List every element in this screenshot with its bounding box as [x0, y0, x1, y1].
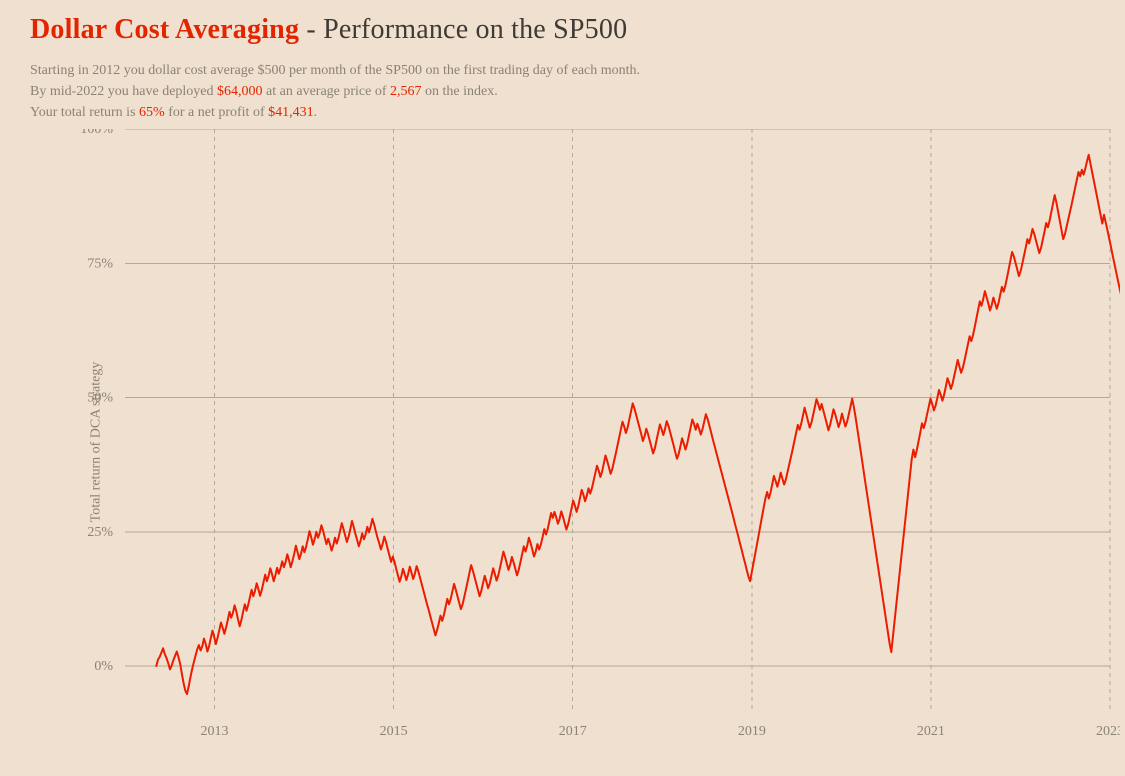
return-pct: 65% [139, 105, 165, 120]
avg-price: 2,567 [390, 84, 422, 99]
x-tick-label: 2019 [738, 724, 766, 739]
x-tick-label: 2023 [1096, 724, 1120, 739]
title-accent: Dollar Cost Averaging [30, 14, 299, 45]
desc-line-3: Your total return is 65% for a net profi… [30, 102, 1095, 123]
title-rest: - Performance on the SP500 [299, 14, 627, 45]
chart-container: Total return of DCA strategy 0%25%50%75%… [30, 129, 1095, 754]
net-profit: $41,431 [268, 105, 314, 120]
deployed-amount: $64,000 [217, 84, 263, 99]
desc-line-1: Starting in 2012 you dollar cost average… [30, 60, 1095, 81]
description: Starting in 2012 you dollar cost average… [30, 60, 1095, 123]
y-tick-label: 75% [87, 256, 113, 271]
y-axis-label: Total return of DCA strategy [88, 361, 104, 522]
desc-line-2: By mid-2022 you have deployed $64,000 at… [30, 81, 1095, 102]
line-chart: 0%25%50%75%100%201320152017201920212023 [30, 129, 1120, 754]
x-tick-label: 2015 [380, 724, 408, 739]
x-tick-label: 2017 [559, 724, 587, 739]
y-tick-label: 25% [87, 525, 113, 540]
y-tick-label: 0% [94, 659, 113, 674]
dca-return-line [156, 155, 1120, 694]
page-title: Dollar Cost Averaging - Performance on t… [30, 14, 1095, 46]
x-tick-label: 2021 [917, 724, 945, 739]
y-tick-label: 100% [80, 129, 113, 137]
x-tick-label: 2013 [201, 724, 229, 739]
